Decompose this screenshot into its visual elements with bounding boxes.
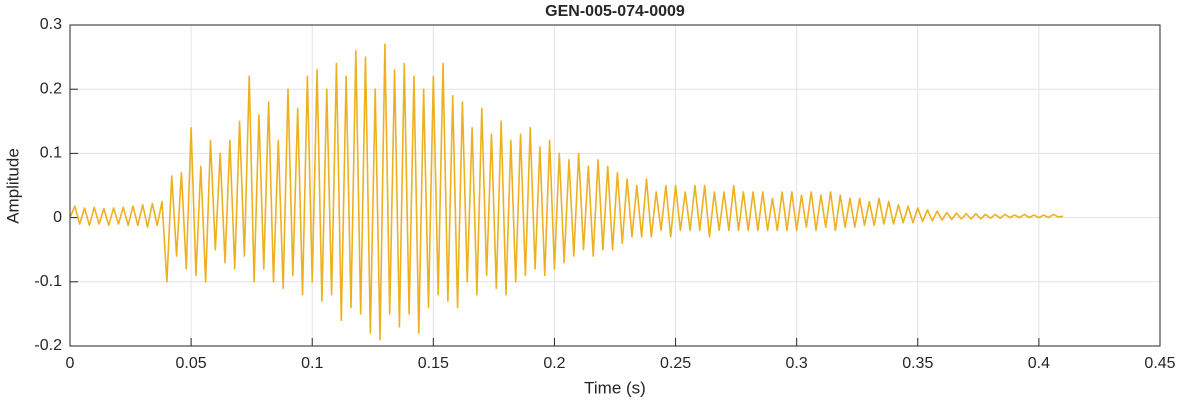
x-tick-label: 0.1: [301, 355, 323, 372]
x-tick-label: 0.3: [786, 355, 808, 372]
x-axis-label: Time (s): [584, 378, 646, 397]
y-tick-label: 0: [53, 209, 62, 226]
x-tick-label: 0.15: [418, 355, 449, 372]
y-tick-label: 0.1: [40, 145, 62, 162]
y-tick-label: -0.1: [34, 273, 62, 290]
x-tick-label: 0: [66, 355, 75, 372]
y-tick-label: 0.2: [40, 80, 62, 97]
y-axis-label: Amplitude: [3, 148, 22, 224]
x-tick-label: 0.35: [902, 355, 933, 372]
y-tick-label: 0.3: [40, 16, 62, 33]
y-tick-label: -0.2: [34, 337, 62, 354]
x-tick-label: 0.25: [660, 355, 691, 372]
x-tick-label: 0.45: [1144, 355, 1175, 372]
x-tick-label: 0.4: [1028, 355, 1050, 372]
x-tick-label: 0.2: [543, 355, 565, 372]
chart-title: GEN-005-074-0009: [545, 3, 685, 20]
plot-frame: [69, 24, 1161, 347]
waveform-line: [69, 43, 1064, 341]
x-tick-label: 0.05: [176, 355, 207, 372]
